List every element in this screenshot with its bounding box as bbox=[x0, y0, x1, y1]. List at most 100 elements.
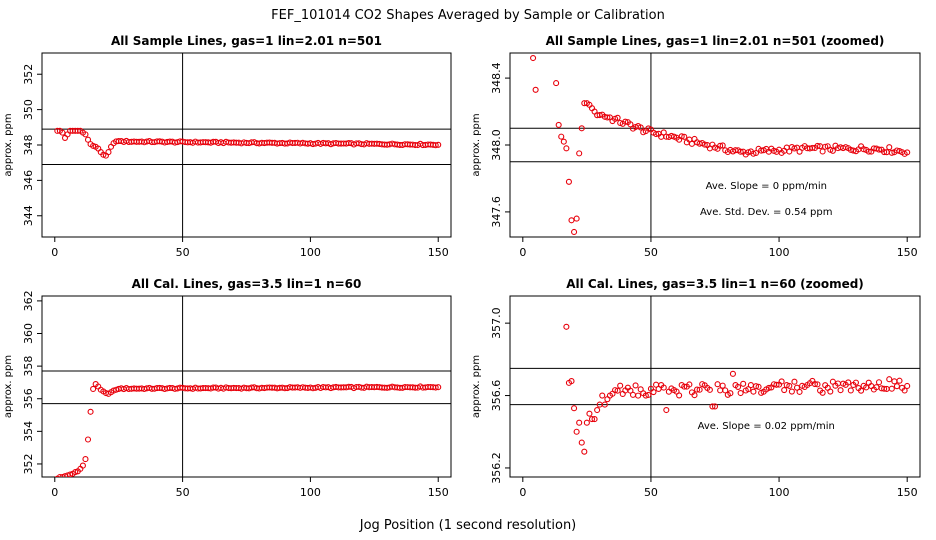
data-point bbox=[435, 141, 442, 148]
data-point bbox=[663, 406, 670, 414]
y-axis-label: approx. ppm bbox=[471, 355, 482, 418]
y-tick-label: 352 bbox=[22, 453, 35, 474]
panel-title: All Cal. Lines, gas=3.5 lin=1 n=60 (zoom… bbox=[566, 277, 864, 291]
y-axis-label: approx. ppm bbox=[471, 113, 482, 176]
data-point bbox=[717, 387, 724, 394]
chart-panel-1: All Sample Lines, gas=1 lin=2.01 n=501 ap… bbox=[3, 34, 452, 259]
data-point bbox=[604, 114, 611, 121]
data-point bbox=[755, 383, 762, 390]
panel-title: All Cal. Lines, gas=3.5 lin=1 n=60 bbox=[132, 277, 362, 291]
data-point bbox=[601, 401, 608, 408]
data-point bbox=[827, 388, 834, 395]
data-point bbox=[893, 147, 900, 154]
data-point bbox=[558, 133, 565, 140]
data-point bbox=[701, 141, 708, 148]
chart-panel-3: All Cal. Lines, gas=3.5 lin=1 n=60 approx… bbox=[3, 277, 452, 499]
data-point bbox=[432, 384, 439, 391]
x-tick-label: 50 bbox=[644, 486, 658, 499]
data-point bbox=[583, 419, 590, 426]
data-point bbox=[893, 383, 900, 390]
data-point bbox=[82, 456, 89, 463]
data-point bbox=[778, 378, 785, 385]
data-point bbox=[555, 121, 562, 128]
data-series bbox=[563, 323, 911, 455]
data-point bbox=[747, 382, 754, 389]
x-tick-label: 100 bbox=[769, 246, 790, 259]
data-point bbox=[591, 416, 598, 423]
data-point bbox=[829, 147, 836, 154]
data-point bbox=[642, 392, 649, 399]
y-tick-label: 344 bbox=[22, 205, 35, 226]
y-tick-label: 356 bbox=[22, 388, 35, 409]
annotation: Ave. Slope = 0 ppm/min bbox=[706, 181, 827, 192]
data-point bbox=[560, 138, 567, 145]
data-point bbox=[896, 377, 903, 384]
data-point bbox=[563, 323, 570, 330]
data-point bbox=[87, 408, 94, 415]
data-point bbox=[84, 136, 92, 143]
y-tick-label: 358 bbox=[22, 356, 35, 377]
data-point bbox=[614, 114, 621, 121]
annotation: Ave. Std. Dev. = 0.54 ppm bbox=[700, 207, 832, 218]
data-point bbox=[891, 378, 898, 385]
data-point bbox=[614, 387, 621, 394]
y-tick-label: 352 bbox=[22, 64, 35, 85]
data-point bbox=[852, 379, 859, 386]
data-point bbox=[650, 389, 657, 396]
data-point bbox=[578, 125, 585, 132]
data-point bbox=[67, 471, 74, 477]
figure-title: FEF_101014 CO2 Shapes Averaged by Sample… bbox=[271, 8, 665, 23]
data-point bbox=[837, 387, 844, 394]
data-point bbox=[596, 112, 603, 119]
data-point bbox=[750, 388, 757, 395]
x-tick-label: 0 bbox=[519, 246, 526, 259]
data-point bbox=[727, 390, 734, 397]
y-tick-label: 350 bbox=[22, 99, 35, 120]
plot-frame bbox=[41, 295, 452, 478]
panel-title: All Sample Lines, gas=1 lin=2.01 n=501 (… bbox=[546, 34, 885, 48]
data-point bbox=[432, 142, 439, 149]
data-point bbox=[678, 133, 685, 140]
data-point bbox=[709, 403, 716, 410]
y-tick-label: 357.0 bbox=[490, 307, 503, 339]
data-point bbox=[632, 382, 639, 389]
data-point bbox=[59, 473, 66, 477]
data-point bbox=[576, 419, 583, 426]
data-point bbox=[811, 380, 818, 388]
data-point bbox=[653, 130, 660, 138]
data-point bbox=[735, 383, 742, 390]
data-point bbox=[681, 133, 688, 140]
data-point bbox=[888, 385, 895, 392]
chart-panel-2: All Sample Lines, gas=1 lin=2.01 n=501 (… bbox=[471, 34, 921, 259]
data-point bbox=[79, 462, 86, 469]
data-point bbox=[783, 382, 790, 389]
data-point bbox=[875, 146, 883, 153]
y-tick-label: 360 bbox=[22, 323, 35, 344]
x-tick-label: 100 bbox=[769, 486, 790, 499]
data-point bbox=[847, 387, 854, 394]
data-point bbox=[740, 380, 747, 387]
data-point bbox=[565, 178, 572, 185]
data-point bbox=[881, 385, 888, 392]
data-point bbox=[886, 376, 893, 383]
data-point bbox=[809, 144, 816, 151]
data-point bbox=[578, 439, 585, 446]
data-point bbox=[719, 142, 726, 149]
data-point bbox=[635, 392, 642, 399]
x-tick-label: 150 bbox=[897, 246, 918, 259]
y-tick-label: 356.2 bbox=[490, 452, 503, 484]
data-point bbox=[64, 472, 71, 477]
data-point bbox=[729, 370, 736, 377]
data-point bbox=[573, 215, 580, 222]
data-point bbox=[737, 389, 744, 397]
data-series bbox=[530, 54, 911, 236]
figure-xlabel: Jog Position (1 second resolution) bbox=[359, 518, 577, 533]
y-axis-label: approx. ppm bbox=[3, 355, 14, 418]
y-tick-label: 347.6 bbox=[490, 196, 503, 228]
data-point bbox=[791, 378, 798, 385]
data-point bbox=[90, 385, 97, 392]
data-point bbox=[599, 392, 606, 399]
data-point bbox=[553, 80, 560, 87]
data-point bbox=[788, 388, 795, 395]
data-point bbox=[781, 386, 788, 394]
